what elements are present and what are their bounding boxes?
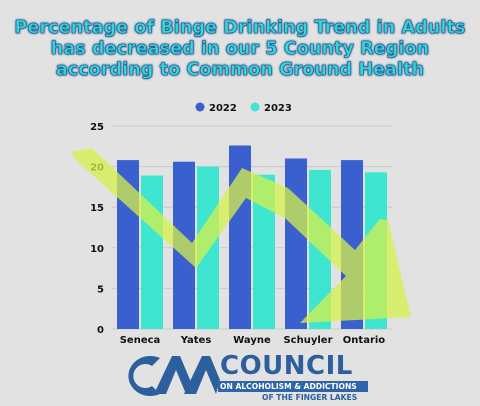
bar-2022-schuyler [285, 158, 307, 329]
bar-2023-wayne [253, 174, 275, 329]
legend: 2022 2023 [195, 102, 292, 114]
y-tick-label: 5 [97, 284, 104, 295]
chart-title: Percentage of Binge Drinking Trend in Ad… [14, 18, 466, 81]
caa-logo-mark [128, 356, 220, 396]
legend-swatch [250, 102, 260, 112]
x-axis: Seneca Yates Wayne Schuyler Ontario [120, 335, 386, 346]
legend-label: 2023 [264, 103, 292, 114]
y-tick-label: 0 [97, 325, 104, 336]
y-tick-label: 15 [90, 203, 104, 214]
y-tick-label: 25 [90, 122, 104, 133]
x-tick-label: Wayne [233, 335, 271, 346]
logo-name: COUNCIL [220, 351, 353, 381]
logo-line1: ON ALCOHOLISM & ADDICTIONS [220, 382, 357, 391]
legend-swatch [195, 102, 205, 112]
y-tick-label: 10 [90, 244, 104, 255]
logo-line2: OF THE FINGER LAKES [262, 393, 358, 402]
x-tick-label: Ontario [343, 335, 386, 346]
x-tick-label: Seneca [120, 335, 161, 346]
logo-band [218, 381, 368, 392]
x-tick-label: Yates [180, 335, 212, 346]
x-tick-label: Schuyler [283, 335, 332, 346]
trend-arrow [70, 148, 411, 323]
council-logo: COUNCIL ON ALCOHOLISM & ADDICTIONS OF TH… [120, 350, 368, 402]
legend-label: 2022 [209, 103, 237, 114]
